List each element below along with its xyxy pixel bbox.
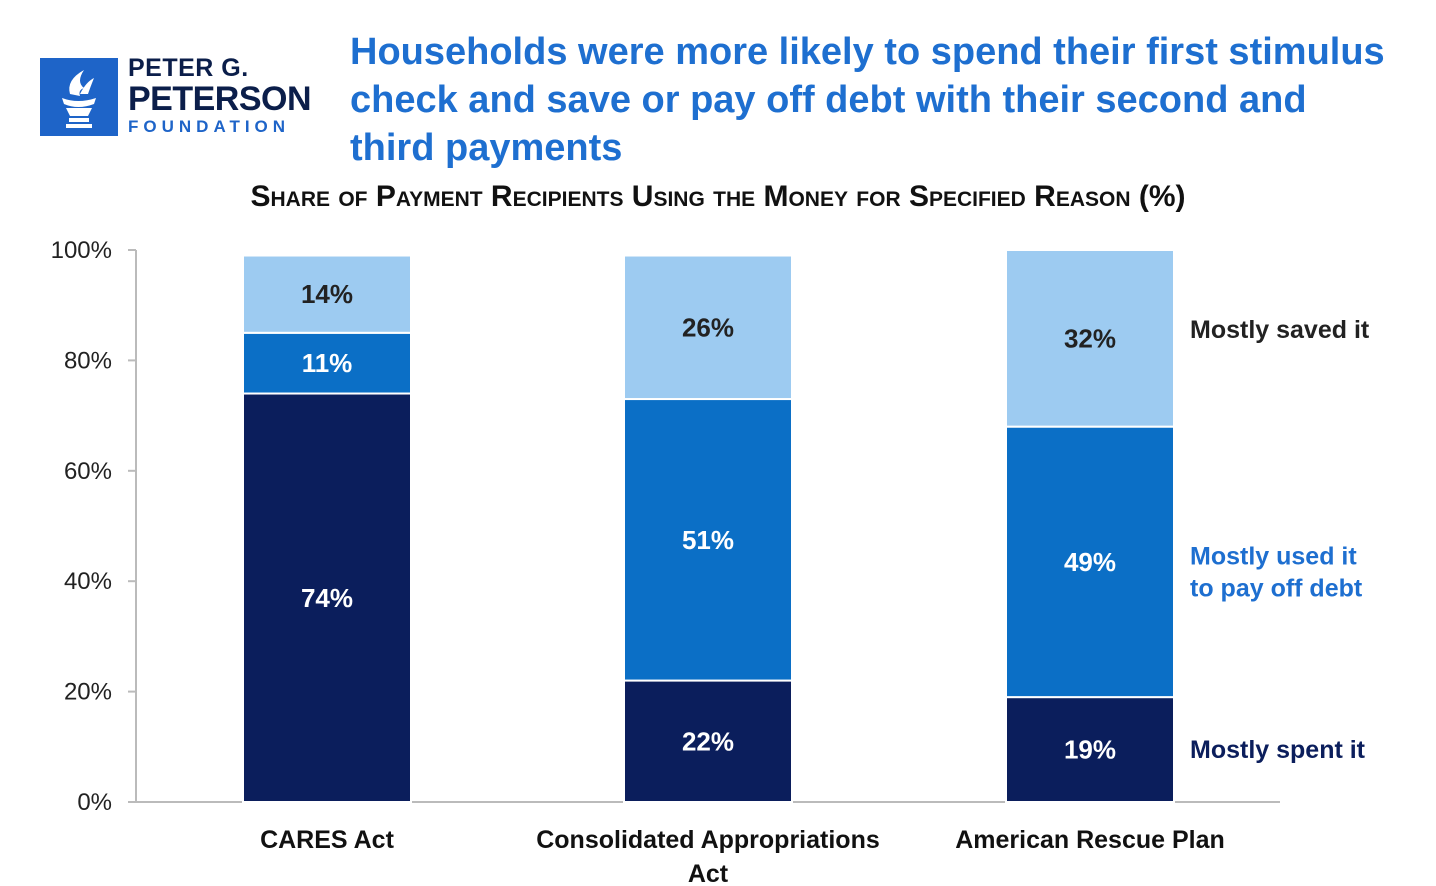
- series-label: to pay off debt: [1190, 575, 1363, 603]
- bar-segment: [623, 254, 793, 401]
- chart-title: Households were more likely to spend the…: [350, 31, 1385, 169]
- y-tick-label: 20%: [64, 679, 112, 706]
- bar-value-label: 32%: [1064, 323, 1116, 353]
- series-label: Mostly saved it: [1190, 316, 1370, 344]
- bar-segment: [242, 254, 412, 334]
- bar-segment: [623, 679, 793, 803]
- bar-value-label: 49%: [1064, 547, 1116, 577]
- bar-segment: [1005, 696, 1175, 803]
- x-category-label: Act: [688, 860, 729, 886]
- logo-line-1: PETER G.: [128, 54, 249, 82]
- bar-segment: [623, 398, 793, 682]
- series-label: Mostly spent it: [1190, 736, 1366, 764]
- y-tick-label: 80%: [64, 347, 112, 374]
- chart-subtitle: Share of Payment Recipients Using the Mo…: [250, 180, 1186, 213]
- x-category-label: Consolidated Appropriations: [536, 826, 880, 854]
- logo-line-3: FOUNDATION: [128, 117, 291, 136]
- y-tick-label: 100%: [51, 237, 112, 264]
- torch-icon: [40, 58, 118, 136]
- bar-segment: [1005, 249, 1175, 428]
- peterson-foundation-logo: PETER G. PETERSON FOUNDATION: [40, 56, 330, 136]
- x-category-label: CARES Act: [260, 826, 394, 854]
- y-tick-label: 0%: [77, 789, 112, 816]
- bar-value-label: 14%: [301, 279, 353, 309]
- bar-segment: [1005, 425, 1175, 699]
- bar-value-label: 51%: [682, 525, 734, 555]
- bar-value-label: 22%: [682, 726, 734, 756]
- bar-segment: [242, 392, 412, 803]
- y-tick-label: 60%: [64, 458, 112, 485]
- bar-value-label: 26%: [682, 312, 734, 342]
- logo-line-2: PETERSON: [128, 80, 312, 118]
- series-label: Mostly used it: [1190, 543, 1357, 571]
- y-tick-label: 40%: [64, 568, 112, 595]
- bar-value-label: 74%: [301, 583, 353, 613]
- bar-value-label: 19%: [1064, 735, 1116, 765]
- bar-value-label: 11%: [302, 348, 353, 378]
- x-category-label: American Rescue Plan: [955, 826, 1225, 854]
